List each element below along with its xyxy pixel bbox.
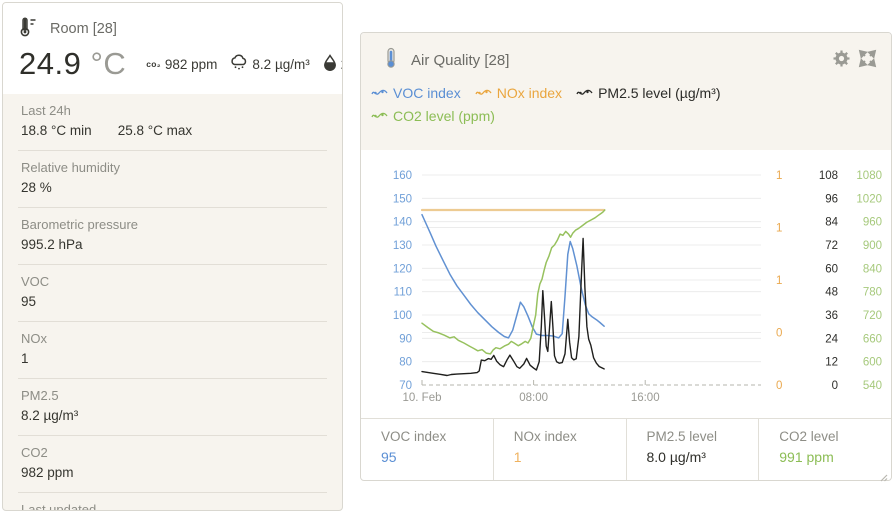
footer-pm25-level: PM2.5 level 8.0 µg/m³ (625, 419, 759, 480)
svg-text:100: 100 (393, 310, 412, 322)
room-temperature: 24.9 °C (19, 46, 127, 81)
stat-barometric-pressure: Barometric pressure 995.2 hPa (18, 208, 327, 265)
gear-icon[interactable] (832, 49, 851, 73)
svg-text:540: 540 (863, 380, 882, 392)
chart-footer-stats: VOC index 95 NOx index 1 PM2.5 level 8.0… (361, 418, 891, 482)
humidity-icon (323, 54, 337, 74)
legend-pm25-level: PM2.5 level (µg/m³) (576, 85, 721, 101)
svg-text:108: 108 (819, 170, 838, 182)
air-quality-title: Air Quality [28] (411, 52, 510, 69)
thermometer-icon (385, 47, 397, 74)
stat-relative-humidity: Relative humidity 28 % (18, 151, 327, 208)
svg-text:0: 0 (776, 328, 782, 340)
svg-text:1080: 1080 (856, 170, 882, 182)
chart-plot: 10. Feb 08:00 16:0016015014013012011010090… (393, 170, 882, 404)
svg-text:0: 0 (776, 380, 782, 392)
svg-text:80: 80 (399, 357, 412, 369)
resize-handle[interactable] (880, 469, 888, 482)
particulate-icon (230, 54, 248, 74)
svg-text:16:00: 16:00 (631, 392, 660, 404)
inline-humidity-stat: 28 % (323, 54, 342, 74)
svg-text:120: 120 (393, 263, 412, 275)
svg-text:12: 12 (825, 357, 838, 369)
stat-nox: NOx 1 (18, 322, 327, 379)
svg-text:1: 1 (776, 170, 782, 182)
footer-voc-index: VOC index 95 (381, 429, 447, 465)
room-stats-list: Last 24h 18.8 °C min 25.8 °C max Relativ… (3, 94, 342, 510)
svg-text:900: 900 (863, 240, 882, 252)
legend-nox-index: NOx index (475, 85, 562, 101)
svg-text:36: 36 (825, 310, 838, 322)
footer-co2-level: CO2 level 991 ppm (758, 419, 891, 480)
svg-text:1: 1 (776, 275, 782, 287)
inline-pm-stat: 8.2 µg/m³ (230, 54, 310, 74)
stat-co2: CO2 982 ppm (18, 436, 327, 493)
svg-text:96: 96 (825, 193, 838, 205)
svg-text:160: 160 (393, 170, 412, 182)
svg-text:960: 960 (863, 217, 882, 229)
svg-text:70: 70 (399, 380, 412, 392)
footer-nox-index: NOx index 1 (492, 419, 626, 480)
svg-text:90: 90 (399, 333, 412, 345)
svg-text:1: 1 (776, 223, 782, 235)
svg-text:840: 840 (863, 263, 882, 275)
air-quality-header: Air Quality [28] (361, 33, 891, 150)
temp-max: 25.8 °C max (117, 123, 193, 138)
svg-text:780: 780 (863, 287, 882, 299)
line-sample-icon (371, 89, 388, 95)
svg-text:140: 140 (393, 217, 412, 229)
expand-icon[interactable] (858, 49, 877, 73)
svg-text:660: 660 (863, 333, 882, 345)
co2-icon: co₂ (146, 59, 161, 69)
svg-text:72: 72 (825, 240, 838, 252)
legend-voc-index: VOC index (371, 85, 461, 101)
svg-text:1020: 1020 (856, 193, 882, 205)
svg-text:60: 60 (825, 263, 838, 275)
svg-text:08:00: 08:00 (519, 392, 548, 404)
stat-pm25: PM2.5 8.2 µg/m³ (18, 379, 327, 436)
stat-last-updated: Last updated a minute ago (18, 493, 327, 510)
air-quality-card: Air Quality [28] (360, 32, 892, 482)
svg-text:84: 84 (825, 217, 838, 229)
svg-text:0: 0 (832, 380, 838, 392)
svg-text:10. Feb: 10. Feb (403, 392, 442, 404)
line-sample-icon (576, 89, 593, 95)
svg-text:720: 720 (863, 310, 882, 322)
room-card: Room [28] 24.9 °C co₂ 982 ppm (2, 2, 343, 511)
svg-text:150: 150 (393, 193, 412, 205)
stat-last-24h: Last 24h 18.8 °C min 25.8 °C max (18, 94, 327, 151)
line-sample-icon (475, 89, 492, 95)
svg-text:24: 24 (825, 333, 838, 345)
svg-text:600: 600 (863, 357, 882, 369)
room-title: Room [28] (50, 21, 117, 37)
inline-co2-stat: co₂ 982 ppm (146, 56, 218, 72)
air-quality-chart: 10. Feb 08:00 16:00 160 150 140 130 120 110 100 90… (361, 150, 891, 418)
svg-text:130: 130 (393, 240, 412, 252)
temp-min: 18.8 °C min (21, 123, 92, 138)
thermometer-icon (19, 16, 38, 42)
chart-legend: VOC index NOx index PM2.5 level (µg/m³) … (371, 81, 877, 127)
legend-co2-level: CO2 level (ppm) (371, 108, 495, 124)
svg-text:110: 110 (394, 287, 412, 299)
stat-voc: VOC 95 (18, 265, 327, 322)
svg-text:48: 48 (825, 287, 838, 299)
room-card-header: Room [28] 24.9 °C co₂ 982 ppm (3, 3, 342, 94)
line-sample-icon (371, 112, 388, 118)
